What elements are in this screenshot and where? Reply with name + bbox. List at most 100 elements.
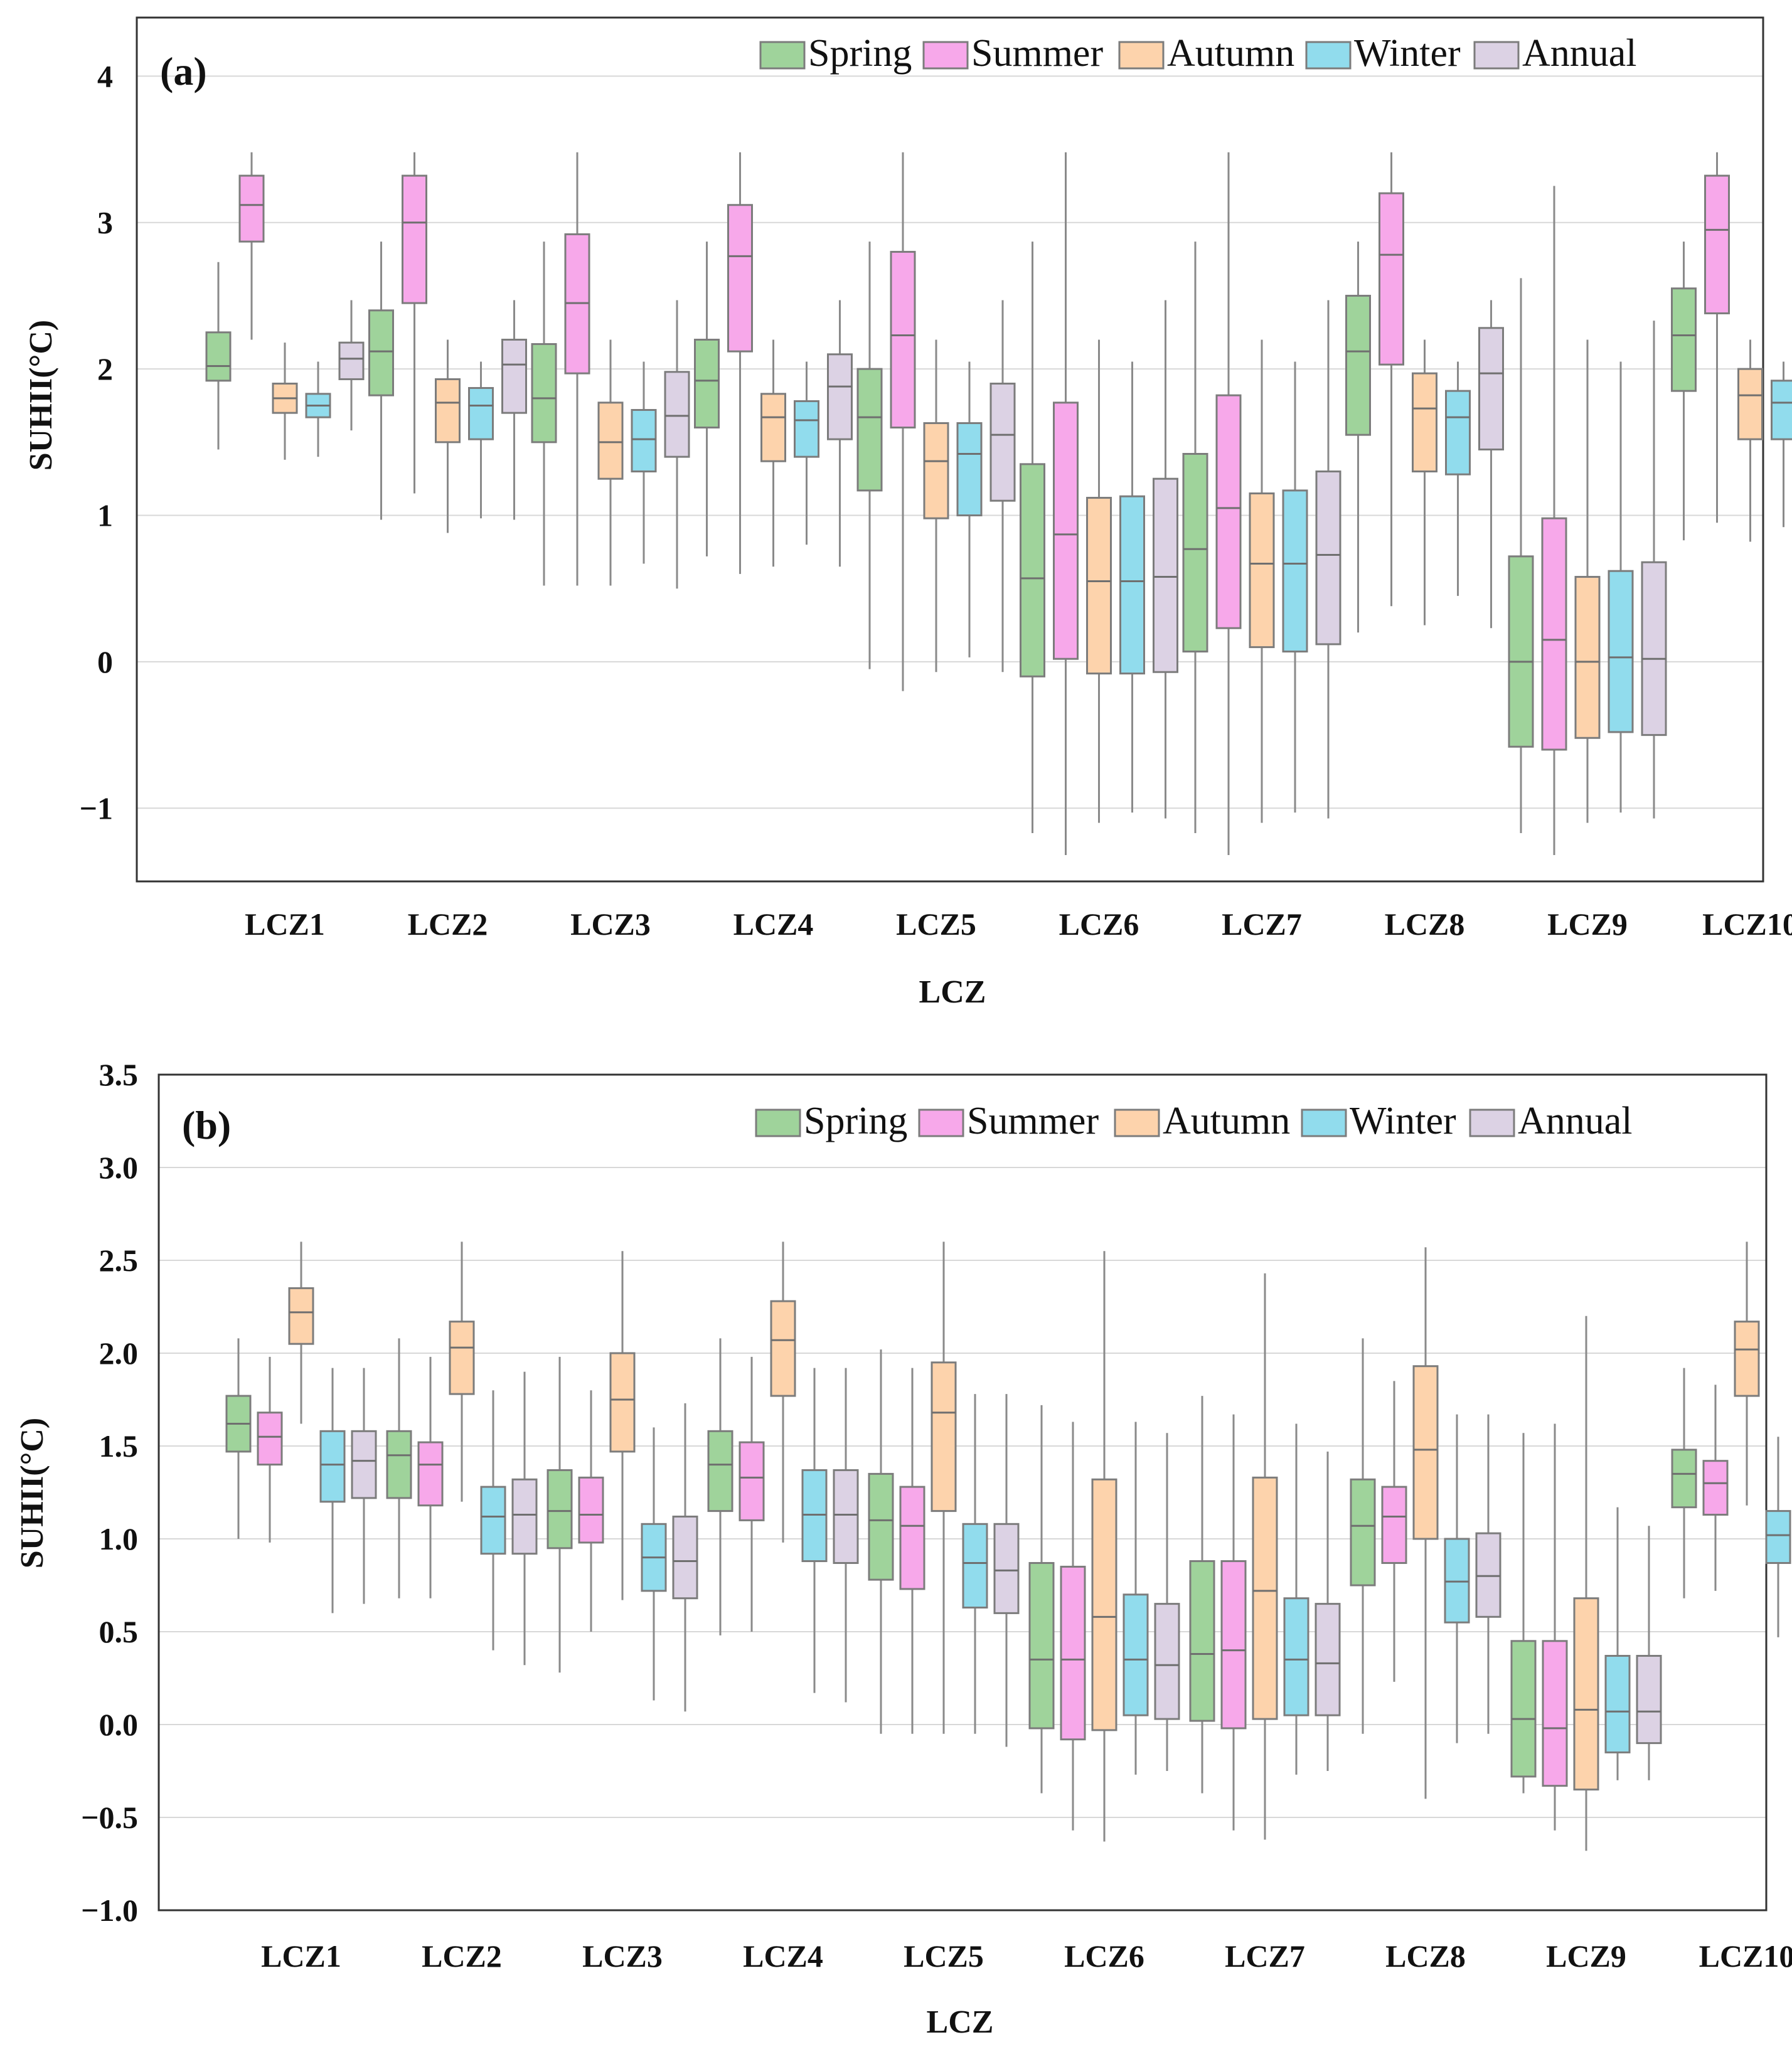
y-tick-label: 0.5 (99, 1614, 139, 1649)
box-body (1091, 1478, 1117, 1731)
box-body (1315, 471, 1341, 646)
box-body (760, 393, 786, 462)
x-tick-label: LCZ4 (733, 907, 814, 942)
box-body (694, 338, 720, 428)
box-autumn-lcz1 (288, 1241, 314, 1424)
box-body (288, 1287, 314, 1345)
box-winter-lcz3 (631, 361, 657, 564)
x-tick-label: LCZ8 (1385, 907, 1465, 942)
box-spring-lcz8 (1345, 242, 1371, 633)
box-spring-lcz8 (1350, 1338, 1376, 1734)
box-annual-lcz2 (501, 300, 527, 520)
box-autumn-lcz4 (760, 339, 786, 567)
box-body (1574, 576, 1601, 739)
box-summer-lcz8 (1379, 152, 1404, 607)
x-tick-label: LCZ1 (245, 907, 325, 942)
y-axis-label-a: SUHII(°C) (23, 320, 59, 471)
box-body (468, 386, 494, 440)
box-body (1020, 463, 1045, 678)
box-body (1215, 394, 1242, 629)
box-summer-lcz1 (257, 1356, 283, 1543)
box-annual-lcz6 (1154, 1433, 1180, 1771)
box-body (1350, 1478, 1376, 1587)
box-autumn-lcz3 (609, 1251, 636, 1600)
panel-label-a: (a) (160, 49, 207, 93)
box-body (338, 341, 365, 380)
legend-item-spring: Spring (759, 32, 912, 75)
box-annual-lcz1 (351, 1368, 377, 1604)
box-annual-lcz1 (338, 300, 365, 431)
box-body (923, 422, 949, 519)
box-body (707, 1430, 733, 1513)
y-tick-label: 3.0 (99, 1150, 139, 1185)
box-winter-lcz8 (1444, 1414, 1470, 1743)
box-body (956, 422, 983, 517)
box-winter-lcz2 (468, 361, 494, 519)
x-axis-label-a: LCZ (919, 974, 986, 1010)
box-autumn-lcz2 (435, 339, 461, 533)
box-body (1734, 1321, 1760, 1397)
box-summer-lcz10 (1702, 1385, 1729, 1591)
box-body (833, 1469, 859, 1564)
box-summer-lcz7 (1215, 152, 1242, 855)
x-tick-label: LCZ2 (408, 907, 488, 942)
box-annual-lcz5 (993, 1394, 1020, 1747)
box-body (1153, 477, 1178, 673)
box-summer-lcz5 (890, 152, 916, 691)
box-summer-lcz7 (1220, 1414, 1247, 1831)
box-annual-lcz5 (989, 300, 1016, 673)
legend-label: Autumn (1167, 32, 1294, 75)
box-body (511, 1478, 538, 1555)
box-body (1252, 1476, 1278, 1720)
legend-swatch (922, 41, 969, 70)
legend-item-annual: Annual (1473, 32, 1637, 75)
box-spring-lcz4 (694, 242, 720, 556)
box-annual-lcz9 (1641, 321, 1667, 819)
y-tick-label: 1.0 (99, 1521, 139, 1556)
box-body (386, 1430, 412, 1499)
box-body (480, 1486, 506, 1555)
box-winter-lcz7 (1282, 361, 1308, 813)
x-tick-label: LCZ4 (743, 1938, 823, 1974)
box-spring-lcz10 (1671, 242, 1697, 541)
y-tick-label: 0.0 (99, 1707, 139, 1742)
box-body (868, 1472, 894, 1581)
y-tick-label: 2.0 (99, 1336, 139, 1371)
box-summer-lcz4 (739, 1356, 765, 1632)
box-winter-lcz5 (956, 361, 983, 657)
box-spring-lcz1 (225, 1338, 252, 1539)
box-autumn-lcz8 (1412, 339, 1437, 625)
box-autumn-lcz1 (272, 343, 298, 460)
box-spring-lcz2 (368, 242, 394, 520)
box-body (1154, 1603, 1180, 1720)
x-tick-label: LCZ7 (1225, 1938, 1305, 1974)
box-summer-lcz3 (578, 1390, 604, 1632)
y-tick-label: −1.0 (81, 1893, 138, 1928)
box-body (547, 1469, 573, 1550)
legend-a: Spring Summer Autumn Winter Annual (759, 32, 1637, 75)
box-body (1315, 1603, 1341, 1716)
box-body (417, 1441, 444, 1507)
y-tick-label: 4 (97, 58, 113, 93)
box-annual-lcz7 (1315, 1451, 1341, 1771)
box-body (1573, 1597, 1599, 1791)
box-body (1704, 174, 1730, 314)
box-body (1508, 555, 1534, 748)
legend-swatch (755, 1109, 801, 1137)
box-autumn-lcz6 (1086, 339, 1112, 823)
box-autumn-lcz5 (931, 1241, 957, 1734)
x-tick-label: LCZ1 (261, 1938, 341, 1974)
y-tick-label: 1.5 (99, 1428, 139, 1464)
box-autumn-lcz7 (1252, 1273, 1278, 1840)
box-autumn-lcz9 (1573, 1316, 1599, 1851)
y-tick-label: 2.5 (99, 1243, 139, 1278)
box-annual-lcz9 (1636, 1526, 1662, 1780)
box-annual-lcz7 (1315, 300, 1341, 819)
box-summer-lcz6 (1053, 152, 1079, 855)
legend-swatch (1114, 1109, 1160, 1137)
box-body (609, 1352, 636, 1453)
legend-b: Spring Summer Autumn Winter Annual (755, 1100, 1633, 1142)
y-tick-label: −0.5 (81, 1800, 138, 1835)
panel-label-b: (b) (182, 1103, 231, 1147)
